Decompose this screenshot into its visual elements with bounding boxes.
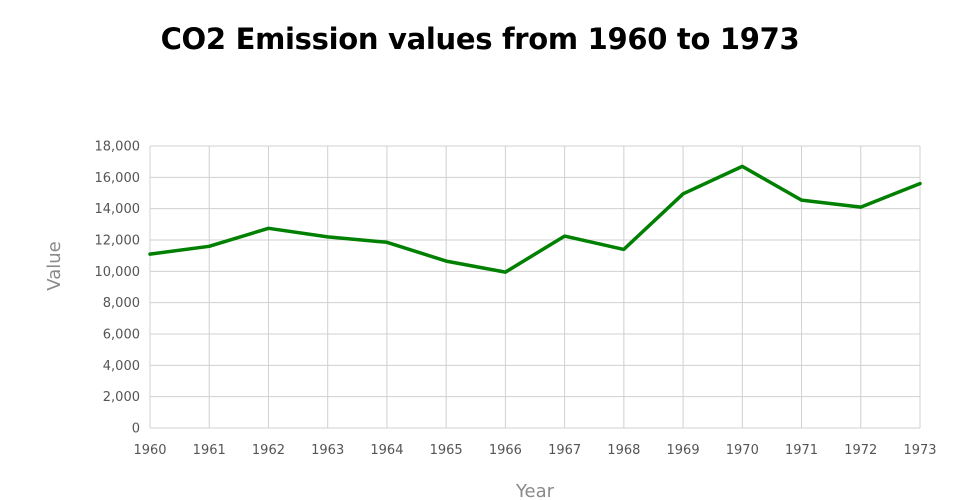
- y-tick-label: 14,000: [95, 202, 141, 217]
- x-tick-label: 1968: [607, 443, 640, 458]
- grid: [149, 145, 921, 429]
- x-tick-label: 1960: [133, 443, 166, 458]
- series-line: [148, 164, 922, 274]
- x-tick-label: 1961: [193, 443, 226, 458]
- series: [148, 164, 922, 274]
- x-tick-label: 1966: [489, 443, 522, 458]
- y-axis-title: Value: [44, 241, 65, 290]
- x-tick-label: 1963: [311, 443, 344, 458]
- x-tick-label: 1965: [430, 443, 463, 458]
- y-tick-label: 8,000: [103, 296, 140, 311]
- x-tick-label: 1972: [844, 443, 877, 458]
- x-tick-label: 1969: [667, 443, 700, 458]
- y-tick-label: 12,000: [95, 234, 141, 249]
- x-tick-label: 1967: [548, 443, 581, 458]
- x-tick-label: 1970: [726, 443, 759, 458]
- y-tick-label: 6,000: [103, 328, 140, 343]
- y-tick-label: 10,000: [95, 265, 141, 280]
- x-tick-label: 1964: [370, 443, 403, 458]
- x-tick-label: 1971: [785, 443, 818, 458]
- x-axis-ticks: 1960 1961 1962 1963 1964 1965 1966 1967 1968 1969…: [133, 443, 936, 458]
- y-tick-label: 2,000: [103, 390, 140, 405]
- x-axis-title: Year: [515, 481, 555, 500]
- y-axis-ticks: 0 2,000 4,000 6,000 8,000 10,000 12,000 14,000 1…: [95, 140, 141, 437]
- y-tick-label: 16,000: [95, 171, 141, 186]
- x-tick-label: 1962: [252, 443, 285, 458]
- y-tick-label: 4,000: [103, 359, 140, 374]
- chart-title: CO2 Emission values from 1960 to 1973: [160, 22, 800, 56]
- x-tick-label: 1973: [903, 443, 936, 458]
- y-tick-label: 0: [132, 422, 140, 437]
- y-tick-label: 18,000: [95, 140, 141, 155]
